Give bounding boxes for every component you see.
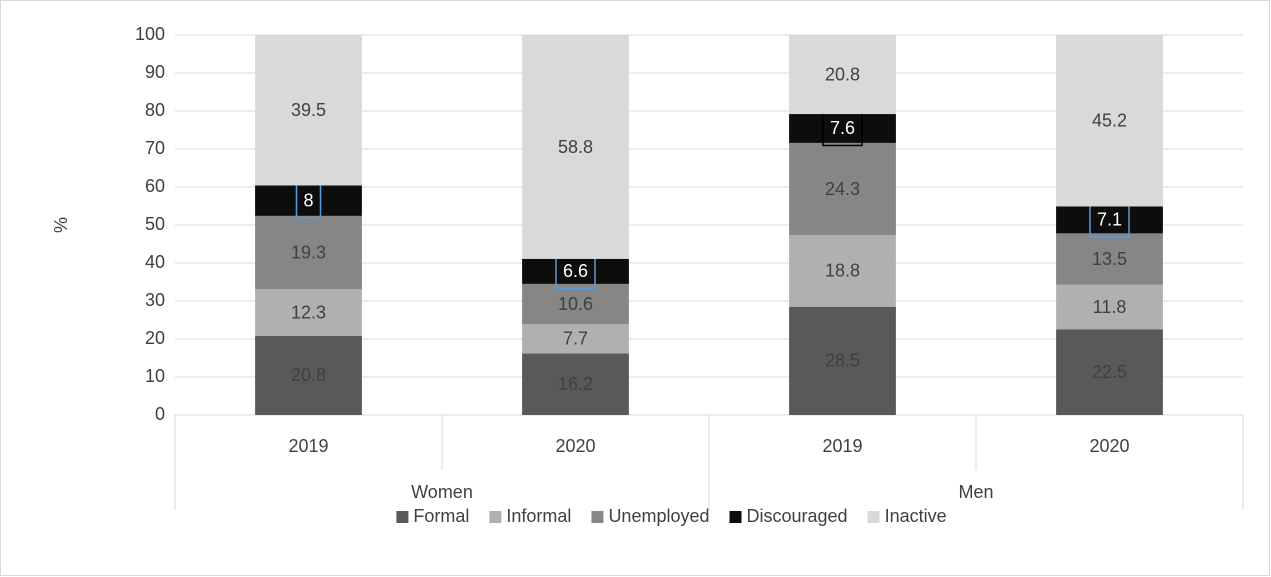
bar-segment bbox=[255, 215, 362, 290]
y-tick-label: 40 bbox=[145, 252, 165, 272]
data-label: 20.8 bbox=[291, 365, 326, 385]
bar-segment bbox=[1056, 284, 1163, 330]
bar-segment bbox=[789, 35, 896, 115]
bar-segment bbox=[522, 283, 629, 325]
y-tick-label: 90 bbox=[145, 62, 165, 82]
data-label: 58.8 bbox=[558, 137, 593, 157]
group-label: Men bbox=[958, 482, 993, 502]
legend-label: Discouraged bbox=[747, 506, 848, 526]
legend-swatch bbox=[867, 511, 880, 523]
bar-segment bbox=[522, 324, 629, 354]
bar-segment bbox=[789, 306, 896, 415]
bar-segment bbox=[255, 185, 362, 216]
y-tick-label: 80 bbox=[145, 100, 165, 120]
y-tick-label: 100 bbox=[135, 24, 165, 44]
legend-label: Formal bbox=[413, 506, 469, 526]
bar-segment bbox=[255, 335, 362, 415]
bar-segment bbox=[255, 289, 362, 336]
legend-swatch bbox=[489, 511, 502, 523]
y-tick-label: 10 bbox=[145, 366, 165, 386]
x-tick-label: 2019 bbox=[288, 436, 328, 456]
legend-label: Inactive bbox=[885, 506, 947, 526]
bar-segment bbox=[255, 35, 362, 186]
data-label: 12.3 bbox=[291, 302, 326, 322]
y-tick-label: 60 bbox=[145, 176, 165, 196]
legend-label: Unemployed bbox=[608, 506, 709, 526]
data-label: 20.8 bbox=[825, 64, 860, 84]
y-tick-label: 20 bbox=[145, 328, 165, 348]
data-label: 6.6 bbox=[563, 261, 588, 281]
x-tick-label: 2019 bbox=[822, 436, 862, 456]
data-label: 7.7 bbox=[563, 329, 588, 349]
legend-label: Informal bbox=[506, 506, 571, 526]
x-tick-label: 2020 bbox=[555, 436, 595, 456]
bar-segment bbox=[1056, 206, 1163, 234]
bar-segment bbox=[1056, 329, 1163, 415]
y-axis-label: % bbox=[51, 217, 71, 233]
data-label: 28.5 bbox=[825, 351, 860, 371]
bar-segment bbox=[522, 258, 629, 284]
y-tick-label: 50 bbox=[145, 214, 165, 234]
bar-segment bbox=[789, 235, 896, 307]
bar-segment bbox=[789, 114, 896, 143]
group-label: Women bbox=[411, 482, 473, 502]
data-label: 18.8 bbox=[825, 261, 860, 281]
bar-segment bbox=[522, 35, 629, 259]
data-label: 45.2 bbox=[1092, 110, 1127, 130]
y-tick-label: 70 bbox=[145, 138, 165, 158]
data-label: 8 bbox=[303, 190, 313, 210]
data-label: 24.3 bbox=[825, 179, 860, 199]
data-label: 16.2 bbox=[558, 374, 593, 394]
data-label: 10.6 bbox=[558, 294, 593, 314]
bar-segment bbox=[1056, 233, 1163, 285]
legend-swatch bbox=[396, 511, 409, 523]
data-label: 19.3 bbox=[291, 242, 326, 262]
bar-segment bbox=[1056, 34, 1163, 207]
data-label: 39.5 bbox=[291, 100, 326, 120]
data-label: 13.5 bbox=[1092, 249, 1127, 269]
legend-swatch bbox=[591, 511, 604, 523]
y-tick-label: 30 bbox=[145, 290, 165, 310]
legend-swatch bbox=[729, 511, 742, 523]
bar-segment bbox=[522, 353, 629, 415]
data-label: 7.1 bbox=[1097, 210, 1122, 230]
data-label: 22.5 bbox=[1092, 362, 1127, 382]
bar-segment bbox=[789, 142, 896, 236]
data-label: 11.8 bbox=[1093, 297, 1127, 317]
data-label: 7.6 bbox=[830, 118, 855, 138]
y-tick-label: 0 bbox=[155, 404, 165, 424]
x-tick-label: 2020 bbox=[1089, 436, 1129, 456]
